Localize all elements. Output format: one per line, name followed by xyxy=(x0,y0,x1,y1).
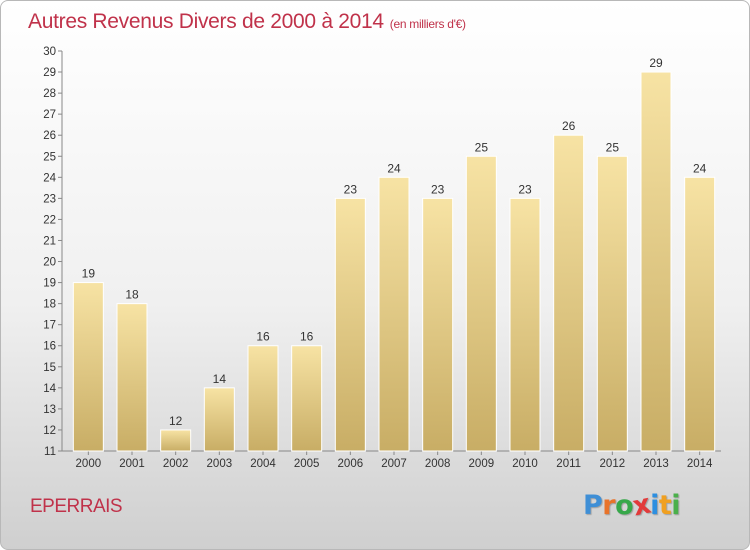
logo-letter: i xyxy=(650,490,659,521)
x-tick-label: 2011 xyxy=(556,458,581,470)
bar xyxy=(596,155,628,452)
bar-value-label: 16 xyxy=(256,330,270,344)
x-tick-label: 2007 xyxy=(381,458,407,470)
y-tick-label: 29 xyxy=(43,67,56,79)
bar-value-label: 18 xyxy=(125,288,139,302)
logo-letter: t xyxy=(658,490,672,521)
bar xyxy=(116,303,148,452)
bar xyxy=(509,197,541,452)
bar xyxy=(422,197,454,452)
bar-value-label: 24 xyxy=(693,161,707,175)
bar xyxy=(640,71,672,452)
x-tick-label: 2008 xyxy=(425,458,451,470)
logo-letter: i xyxy=(671,490,681,521)
x-tick-label: 2013 xyxy=(643,458,669,470)
proxiti-logo: Proxiti xyxy=(583,489,681,523)
bar xyxy=(553,134,585,452)
y-tick-label: 18 xyxy=(43,299,56,311)
y-tick-label: 22 xyxy=(43,214,56,226)
bar xyxy=(160,429,192,452)
y-tick-label: 13 xyxy=(43,404,56,416)
bar xyxy=(465,155,497,452)
y-tick-label: 11 xyxy=(44,446,56,458)
x-tick-label: 2005 xyxy=(294,458,320,470)
bar xyxy=(684,176,716,452)
y-tick-label: 21 xyxy=(43,235,56,247)
bar-value-label: 24 xyxy=(387,161,401,175)
bar-value-label: 25 xyxy=(606,140,620,154)
y-tick-label: 16 xyxy=(43,341,56,353)
commune-name: EPERRAIS xyxy=(30,496,123,517)
x-tick-label: 2002 xyxy=(163,458,189,470)
logo-letter: r xyxy=(602,490,616,521)
x-tick-label: 2001 xyxy=(119,458,145,470)
y-tick-label: 23 xyxy=(43,193,56,205)
bar xyxy=(378,176,410,452)
bar-value-label: 26 xyxy=(562,119,576,133)
y-tick-label: 30 xyxy=(43,46,56,58)
x-tick-label: 2003 xyxy=(207,458,233,470)
bar-value-label: 29 xyxy=(649,56,663,70)
x-tick-label: 2014 xyxy=(687,458,713,470)
x-tick-label: 2006 xyxy=(338,458,364,470)
bar xyxy=(203,387,235,452)
y-tick-label: 20 xyxy=(43,257,56,269)
bar xyxy=(72,282,104,452)
x-tick-label: 2010 xyxy=(512,458,538,470)
bar-value-label: 23 xyxy=(518,182,532,196)
bar-value-label: 23 xyxy=(344,182,358,196)
bar-value-label: 19 xyxy=(82,267,96,281)
y-tick-label: 25 xyxy=(43,151,56,163)
y-tick-label: 14 xyxy=(43,383,56,395)
y-tick-label: 26 xyxy=(43,130,56,142)
chart-title: Autres Revenus Divers de 2000 à 2014 (en … xyxy=(28,10,466,34)
bar-value-label: 14 xyxy=(213,372,227,386)
x-tick-label: 2009 xyxy=(469,458,495,470)
y-tick-label: 19 xyxy=(43,278,56,290)
x-tick-label: 2000 xyxy=(76,458,102,470)
logo-letter: o xyxy=(615,490,634,521)
bar-value-label: 16 xyxy=(300,330,314,344)
chart-title-text: Autres Revenus Divers de 2000 à 2014 xyxy=(28,10,384,33)
y-tick-label: 12 xyxy=(43,425,56,437)
y-tick-label: 17 xyxy=(43,320,56,332)
y-tick-label: 15 xyxy=(43,362,56,374)
y-tick-label: 27 xyxy=(43,109,56,121)
bar xyxy=(247,345,279,452)
bar xyxy=(334,197,366,452)
bar-value-label: 25 xyxy=(475,140,489,154)
logo-letter: P xyxy=(583,490,603,521)
x-tick-label: 2012 xyxy=(600,458,626,470)
bar-value-label: 23 xyxy=(431,182,445,196)
bar xyxy=(291,345,323,452)
bar-value-label: 12 xyxy=(169,414,183,428)
y-tick-label: 28 xyxy=(43,88,56,100)
x-tick-label: 2004 xyxy=(250,458,276,470)
chart-unit: (en milliers d'€) xyxy=(389,17,466,31)
y-tick-label: 24 xyxy=(43,172,56,184)
